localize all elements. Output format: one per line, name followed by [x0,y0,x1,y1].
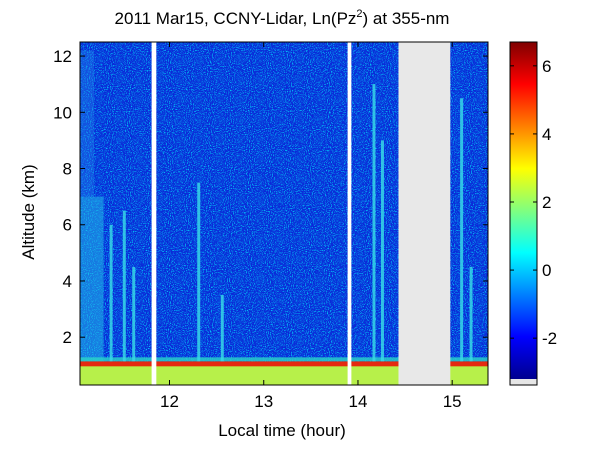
aerosol-plume [460,98,464,362]
aerosol-plume [109,224,113,362]
colorbar-ticks: -2 0 2 4 6 [510,57,557,348]
boundary-layer-top [80,361,488,367]
y-tick-label: 10 [53,103,72,122]
features-layer [80,50,488,385]
x-tick-label: 13 [254,392,273,411]
y-tick-label: 12 [53,47,72,66]
plot-frame [79,41,489,386]
x-tick-label: 12 [160,392,179,411]
data-gap [151,42,157,385]
mixed-layer [80,365,488,385]
aerosol-region [80,50,95,197]
aerosol-plume [220,295,224,362]
aerosol-plume [122,210,126,362]
x-axis-label: Local time (hour) [218,421,346,440]
gaps-layer [151,42,451,385]
aerosol-plume [132,266,136,362]
colorbar-tick-label: 0 [542,261,551,280]
y-tick-label: 4 [63,272,72,291]
plot-area [79,41,489,386]
colorbar-tick-label: 6 [542,57,551,76]
y-tick-label: 2 [63,328,72,347]
data-gap [347,42,352,385]
aerosol-plume [372,84,376,362]
aerosol-plume [197,182,201,362]
colorbar-tick-label: -2 [542,329,557,348]
aerosol-plume [469,266,473,362]
y-tick-label: 6 [63,216,72,235]
colorbar-tick-label: 2 [542,193,551,212]
aerosol-plume [380,140,384,362]
y-axis: 2 4 6 8 10 12 [53,47,488,347]
x-tick-label: 15 [443,392,462,411]
colorbar-missing-swatch [510,379,537,385]
y-tick-label: 8 [63,160,72,179]
x-tick-label: 14 [349,392,368,411]
colorbar-tick-label: 4 [542,125,551,144]
boundary-layer-transition [80,357,488,362]
colorbar: -2 0 2 4 6 [509,41,557,386]
chart-title: 2011 Mar15, CCNY-Lidar, Ln(Pz2) at 355-n… [115,8,450,28]
colorbar-frame [509,41,538,386]
aerosol-region [80,196,104,363]
y-axis-label: Altitude (km) [19,164,38,259]
colorbar-gradient [510,42,537,379]
data-gap [398,42,451,385]
x-axis: 12 13 14 15 [160,42,462,411]
